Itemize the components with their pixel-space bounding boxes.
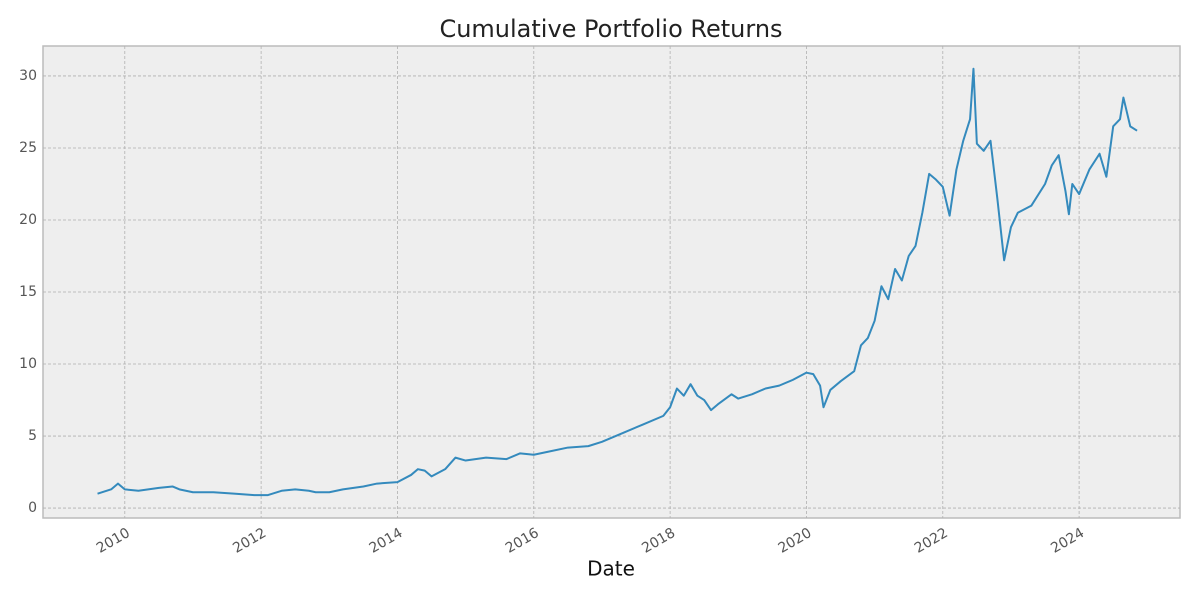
x-tick-label: 2018 bbox=[639, 525, 678, 557]
data-line bbox=[97, 67, 1138, 497]
plot-area bbox=[42, 45, 1181, 519]
chart-title: Cumulative Portfolio Returns bbox=[439, 15, 782, 43]
x-tick-label: 2010 bbox=[94, 525, 133, 557]
y-tick-label: 25 bbox=[19, 140, 37, 156]
y-tick-label: 15 bbox=[19, 284, 37, 300]
x-tick-label: 2014 bbox=[367, 525, 406, 557]
x-axis-label: Date bbox=[587, 557, 635, 581]
x-tick-label: 2012 bbox=[230, 525, 269, 557]
y-tick-label: 20 bbox=[19, 212, 37, 228]
y-tick-label: 0 bbox=[28, 500, 37, 516]
x-tick-label: 2022 bbox=[912, 525, 951, 557]
x-tick-label: 2024 bbox=[1048, 525, 1087, 557]
x-tick-label: 2020 bbox=[776, 525, 815, 557]
x-tick-label: 2016 bbox=[503, 525, 542, 557]
y-tick-label: 5 bbox=[28, 428, 37, 444]
y-tick-label: 30 bbox=[19, 68, 37, 84]
y-tick-label: 10 bbox=[19, 356, 37, 372]
